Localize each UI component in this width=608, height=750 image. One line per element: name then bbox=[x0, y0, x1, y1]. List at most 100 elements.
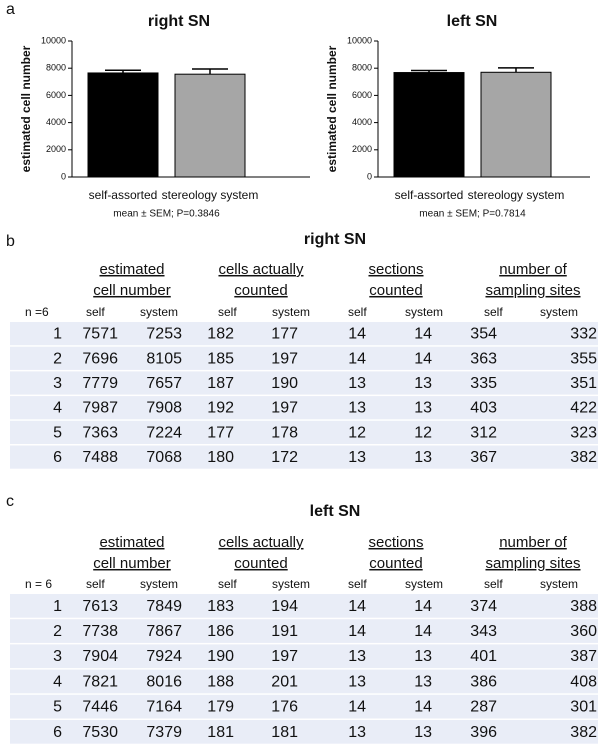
row-background bbox=[10, 322, 598, 346]
cell: 403 bbox=[470, 400, 497, 417]
cell: 190 bbox=[271, 375, 298, 392]
cell: 7924 bbox=[146, 648, 182, 665]
y-tick-label: 0 bbox=[367, 171, 372, 181]
group-header: counted bbox=[369, 555, 422, 572]
group-header: sections bbox=[368, 261, 423, 278]
cell: 180 bbox=[207, 449, 234, 466]
cell: 12 bbox=[414, 424, 432, 441]
y-tick-label: 6000 bbox=[352, 90, 372, 100]
table-title: right SN bbox=[304, 231, 366, 248]
panel-label: c bbox=[6, 493, 14, 510]
n-label: n = 6 bbox=[25, 577, 52, 591]
cell: 7696 bbox=[82, 350, 118, 367]
cell: 190 bbox=[207, 648, 234, 665]
cell: 401 bbox=[470, 648, 497, 665]
cell: 187 bbox=[207, 375, 234, 392]
cell: 197 bbox=[271, 400, 298, 417]
group-header: sampling sites bbox=[485, 555, 580, 572]
group-header: counted bbox=[369, 282, 422, 299]
cell: 14 bbox=[348, 350, 366, 367]
group-header: estimated bbox=[99, 261, 164, 278]
cell: 355 bbox=[570, 350, 597, 367]
cell: 7779 bbox=[82, 375, 118, 392]
cell: 354 bbox=[470, 326, 497, 343]
row-background bbox=[10, 371, 598, 395]
cell: 181 bbox=[271, 724, 298, 741]
cell: 5 bbox=[53, 424, 62, 441]
cell: 13 bbox=[414, 375, 432, 392]
group-header: number of bbox=[499, 261, 567, 278]
cell: 182 bbox=[207, 326, 234, 343]
cell: 14 bbox=[414, 326, 432, 343]
cell: 7738 bbox=[82, 623, 118, 640]
cell: 13 bbox=[348, 400, 366, 417]
cell: 312 bbox=[470, 424, 497, 441]
cell: 301 bbox=[570, 699, 597, 716]
group-header: number of bbox=[499, 534, 567, 551]
cell: 197 bbox=[271, 350, 298, 367]
cell: 176 bbox=[271, 699, 298, 716]
group-header: cell number bbox=[93, 555, 171, 572]
cell: 13 bbox=[414, 449, 432, 466]
bar bbox=[480, 71, 552, 178]
cell: 388 bbox=[570, 598, 597, 615]
cell: 7987 bbox=[82, 400, 118, 417]
cell: 408 bbox=[570, 673, 597, 690]
group-header: cells actually bbox=[218, 534, 304, 551]
y-tick-label: 4000 bbox=[352, 117, 372, 127]
cell: 363 bbox=[470, 350, 497, 367]
cell: 181 bbox=[207, 724, 234, 741]
cell: 335 bbox=[470, 375, 497, 392]
cell: 343 bbox=[470, 623, 497, 640]
cell: 177 bbox=[271, 326, 298, 343]
cell: 13 bbox=[348, 724, 366, 741]
cell: 192 bbox=[207, 400, 234, 417]
column-header: system bbox=[540, 305, 578, 319]
group-header: sections bbox=[368, 534, 423, 551]
group-header: cells actually bbox=[218, 261, 304, 278]
cell: 5 bbox=[53, 699, 62, 716]
cell: 2 bbox=[53, 623, 62, 640]
row-background bbox=[10, 594, 598, 618]
y-axis-label: estimated cell number bbox=[19, 45, 33, 172]
column-header: system bbox=[140, 305, 178, 319]
cell: 12 bbox=[348, 424, 366, 441]
n-label: n =6 bbox=[25, 305, 49, 319]
cell: 197 bbox=[271, 648, 298, 665]
cell: 1 bbox=[53, 598, 62, 615]
row-background bbox=[10, 445, 598, 469]
cell: 323 bbox=[570, 424, 597, 441]
x-tick-label: stereology system bbox=[468, 188, 565, 202]
column-header: self bbox=[348, 577, 367, 591]
cell: 7530 bbox=[82, 724, 118, 741]
cell: 7363 bbox=[82, 424, 118, 441]
cell: 2 bbox=[53, 350, 62, 367]
cell: 367 bbox=[470, 449, 497, 466]
cell: 191 bbox=[271, 623, 298, 640]
column-header: self bbox=[86, 577, 105, 591]
cell: 6 bbox=[53, 449, 62, 466]
cell: 13 bbox=[348, 648, 366, 665]
cell: 14 bbox=[348, 699, 366, 716]
cell: 8016 bbox=[146, 673, 182, 690]
y-axis-label: estimated cell number bbox=[325, 45, 339, 172]
cell: 13 bbox=[414, 400, 432, 417]
panel-label: a bbox=[6, 1, 15, 18]
y-tick-label: 4000 bbox=[46, 117, 66, 127]
cell: 14 bbox=[348, 623, 366, 640]
column-header: self bbox=[218, 577, 237, 591]
column-header: system bbox=[540, 577, 578, 591]
cell: 287 bbox=[470, 699, 497, 716]
cell: 185 bbox=[207, 350, 234, 367]
cell: 374 bbox=[470, 598, 497, 615]
cell: 179 bbox=[207, 699, 234, 716]
y-tick-label: 0 bbox=[61, 171, 66, 181]
cell: 3 bbox=[53, 375, 62, 392]
bar bbox=[393, 72, 465, 178]
group-header: counted bbox=[234, 555, 287, 572]
cell: 14 bbox=[414, 699, 432, 716]
stats-note: mean ± SEM; P=0.3846 bbox=[113, 209, 220, 220]
cell: 382 bbox=[570, 449, 597, 466]
y-tick-label: 10000 bbox=[347, 35, 372, 45]
group-header: estimated bbox=[99, 534, 164, 551]
